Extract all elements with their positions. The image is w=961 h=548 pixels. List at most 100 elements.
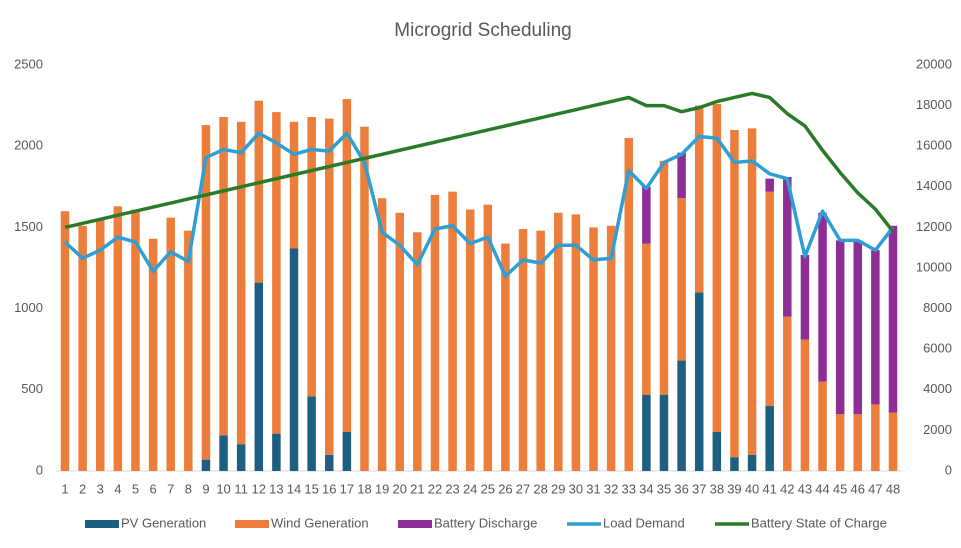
line-series	[63, 131, 895, 278]
bar	[571, 214, 581, 471]
bar	[783, 177, 792, 317]
bar	[342, 432, 352, 471]
bar	[307, 396, 316, 471]
y2-tick-label: 14000	[916, 178, 952, 193]
bar	[342, 99, 352, 433]
bar	[747, 454, 757, 471]
x-tick-label: 22	[428, 481, 442, 496]
bar	[236, 121, 246, 445]
bar	[871, 250, 880, 405]
x-tick-label: 48	[886, 481, 900, 496]
y2-tick-label: 20000	[916, 56, 952, 71]
y-tick-label: 0	[36, 462, 43, 477]
y-tick-label: 2500	[14, 56, 43, 71]
y-tick-label: 1000	[14, 300, 43, 315]
bar	[148, 238, 158, 471]
x-tick-label: 5	[132, 481, 139, 496]
bar	[536, 230, 545, 471]
x-tick-label: 27	[516, 481, 530, 496]
bar	[95, 219, 105, 471]
bar	[219, 435, 228, 471]
legend-swatch	[85, 520, 119, 528]
x-tick-label: 35	[657, 481, 671, 496]
bar	[307, 116, 316, 397]
bar	[219, 116, 228, 436]
x-tick-label: 1	[61, 481, 68, 496]
bar	[694, 105, 704, 293]
bar	[659, 394, 669, 471]
line-series	[64, 91, 895, 233]
bar	[783, 316, 792, 471]
bar	[131, 209, 140, 471]
x-tick-label: 29	[551, 481, 565, 496]
y2-tick-label: 18000	[916, 97, 952, 112]
bar	[642, 186, 651, 244]
y2-tick-label: 12000	[916, 219, 952, 234]
bar	[236, 444, 246, 471]
bar	[818, 381, 827, 471]
bar	[835, 240, 845, 415]
x-tick-label: 6	[149, 481, 156, 496]
x-tick-label: 11	[234, 481, 248, 496]
bar	[712, 103, 722, 433]
bar	[465, 209, 475, 471]
x-tick-label: 12	[252, 481, 266, 496]
bar	[272, 433, 281, 471]
y2-tick-label: 4000	[923, 381, 952, 396]
bar	[677, 198, 686, 361]
x-tick-label: 46	[851, 481, 865, 496]
x-tick-label: 38	[710, 481, 724, 496]
bar	[712, 432, 722, 471]
bar	[184, 230, 193, 471]
bar	[518, 229, 528, 471]
bar	[377, 198, 387, 471]
bar	[201, 125, 211, 460]
x-tick-label: 19	[375, 481, 389, 496]
bar	[888, 225, 898, 413]
bar	[201, 459, 211, 471]
x-tick-label: 41	[762, 481, 776, 496]
bar	[642, 394, 651, 471]
legend-label: Wind Generation	[271, 515, 369, 530]
bar	[888, 412, 898, 471]
x-tick-label: 44	[815, 481, 829, 496]
x-tick-label: 28	[533, 481, 547, 496]
bar	[677, 360, 686, 471]
x-tick-label: 43	[798, 481, 812, 496]
x-tick-label: 18	[357, 481, 371, 496]
x-tick-label: 24	[463, 481, 477, 496]
x-tick-label: 14	[287, 481, 301, 496]
bar	[254, 282, 264, 471]
bar	[606, 225, 616, 471]
x-tick-label: 33	[622, 481, 636, 496]
legend-swatch	[235, 520, 269, 528]
x-tick-label: 23	[445, 481, 459, 496]
bar	[554, 212, 563, 471]
legend-label: PV Generation	[121, 515, 206, 530]
x-tick-label: 26	[498, 481, 512, 496]
legend-swatch	[398, 520, 432, 528]
bar	[642, 243, 651, 395]
y2-tick-label: 6000	[923, 341, 952, 356]
x-tick-label: 8	[185, 481, 192, 496]
bar	[413, 232, 422, 471]
y2-tick-label: 10000	[916, 259, 952, 274]
bar	[765, 178, 774, 192]
bar	[360, 126, 369, 471]
y-tick-label: 500	[21, 381, 43, 396]
y-tick-label: 2000	[14, 138, 43, 153]
bar	[871, 404, 880, 471]
bar	[483, 204, 493, 471]
bar	[694, 292, 704, 471]
bar	[430, 194, 440, 472]
bar	[747, 128, 757, 455]
x-tick-label: 45	[833, 481, 847, 496]
y2-tick-label: 0	[945, 462, 952, 477]
bar	[730, 457, 739, 471]
bar	[501, 243, 510, 471]
x-tick-label: 9	[202, 481, 209, 496]
bar	[589, 227, 598, 471]
bar	[800, 339, 810, 471]
